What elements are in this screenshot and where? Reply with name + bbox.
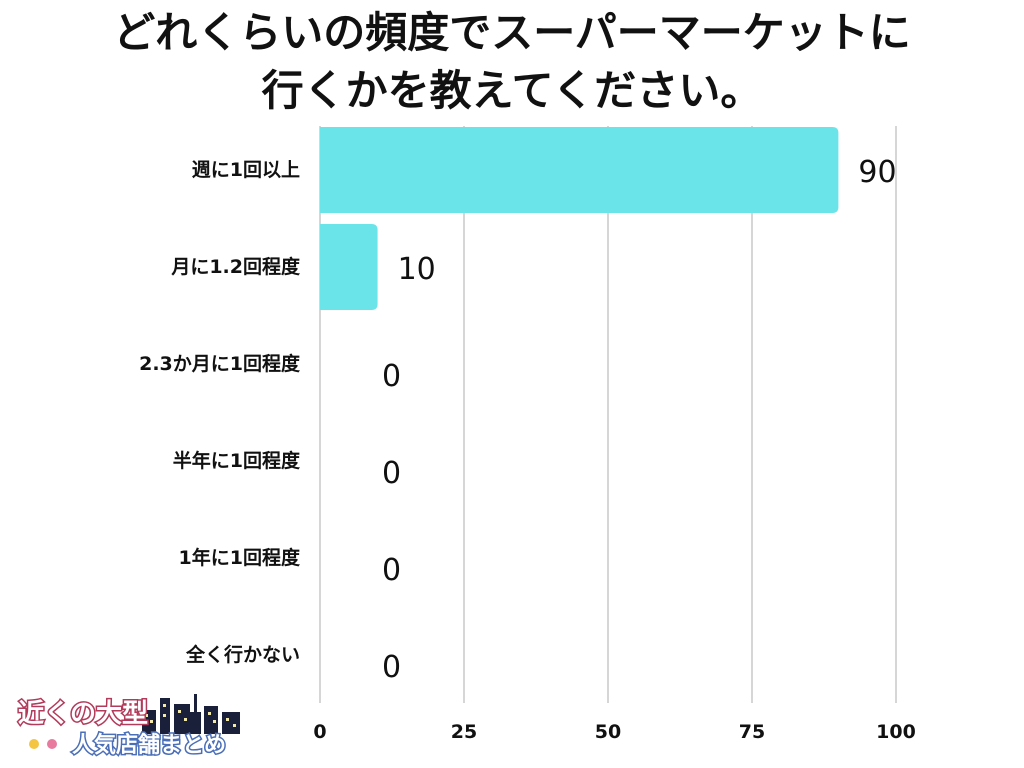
x-tick-label: 50 bbox=[595, 721, 621, 743]
category-label: 全く行かない bbox=[185, 643, 300, 666]
x-tick-label: 25 bbox=[451, 721, 477, 743]
bar bbox=[320, 224, 378, 310]
logo-text-line-2: 人気店舗まとめ bbox=[72, 732, 226, 758]
logo-dot-icon bbox=[47, 739, 57, 749]
x-tick-label: 100 bbox=[876, 721, 916, 743]
bars bbox=[320, 127, 839, 310]
x-tick-label: 75 bbox=[739, 721, 765, 743]
x-tick-label: 0 bbox=[313, 721, 326, 743]
value-label: 0 bbox=[382, 456, 401, 491]
value-label: 0 bbox=[382, 650, 401, 685]
value-label: 0 bbox=[382, 553, 401, 588]
logo-text-line-1: 近くの大型 bbox=[18, 699, 148, 729]
logo-dot-icon bbox=[29, 739, 39, 749]
category-label: 週に1回以上 bbox=[192, 159, 300, 181]
x-axis-tick-labels: 0 25 50 75 100 bbox=[313, 721, 915, 743]
gridlines bbox=[319, 126, 897, 703]
value-labels: 90 10 0 0 0 0 bbox=[382, 155, 897, 685]
value-label: 10 bbox=[398, 252, 436, 287]
category-label: 半年に1回程度 bbox=[173, 449, 301, 472]
value-label: 90 bbox=[858, 155, 896, 190]
category-label: 1年に1回程度 bbox=[179, 546, 301, 569]
chart-title-line-2: 行くかを教えてください。 bbox=[261, 66, 763, 115]
value-label: 0 bbox=[382, 359, 401, 394]
chart-title-line-1: どれくらいの頻度でスーパーマーケットに bbox=[113, 8, 911, 57]
category-label: 2.3か月に1回程度 bbox=[139, 352, 301, 375]
chart-title: どれくらいの頻度でスーパーマーケットに 行くかを教えてください。 bbox=[0, 4, 1024, 120]
category-label: 月に1.2回程度 bbox=[170, 255, 301, 278]
bar bbox=[320, 127, 839, 213]
site-logo: 近くの大型 人気店舗まとめ bbox=[17, 694, 240, 758]
